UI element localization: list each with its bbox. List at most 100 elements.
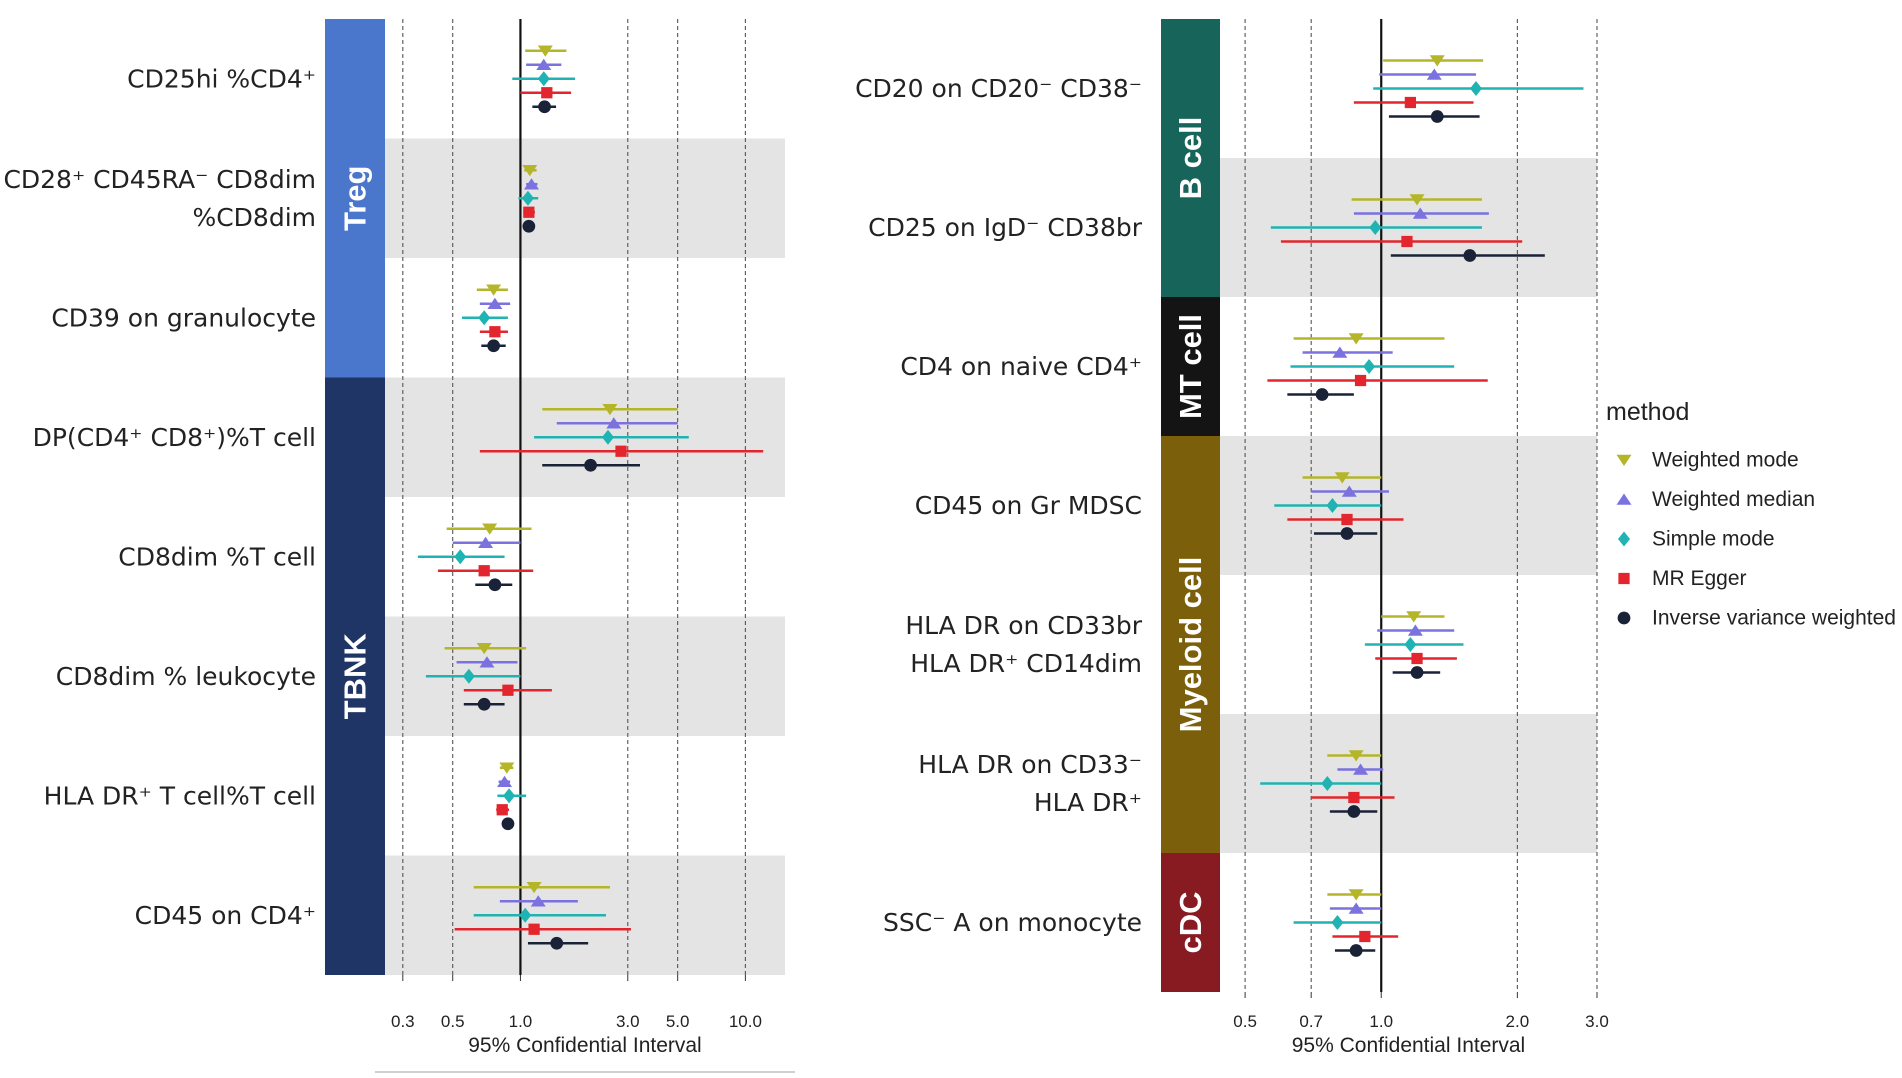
estimate-point — [1407, 624, 1423, 636]
estimate-point — [1409, 194, 1425, 206]
estimate-point — [489, 326, 501, 338]
row-label: HLA DR⁺ — [1034, 788, 1142, 817]
row-label: CD39 on granulocyte — [51, 303, 316, 332]
estimate-point — [1401, 235, 1413, 248]
legend-label: Weighted median — [1652, 488, 1815, 511]
row-label: CD8dim %T cell — [118, 542, 316, 571]
row-label: CD28⁺ CD45RA⁻ CD8dim — [3, 165, 316, 194]
estimate-point — [499, 762, 515, 774]
estimate-point — [478, 536, 494, 548]
estimate-point — [454, 549, 467, 565]
estimate-point — [519, 907, 532, 923]
estimate-point — [541, 87, 553, 99]
estimate-point — [601, 429, 614, 445]
estimate-point — [1354, 374, 1367, 387]
estimate-point — [497, 775, 513, 787]
row-label: SSC⁻ A on monocyte — [883, 908, 1142, 937]
estimate-point — [1334, 472, 1350, 484]
estimate-point — [522, 219, 536, 233]
group-strip — [1161, 436, 1220, 853]
group-label: cDC — [1173, 891, 1208, 953]
estimate-point — [1349, 944, 1363, 957]
estimate-point — [501, 817, 515, 831]
estimate-point — [1331, 915, 1344, 930]
estimate-point — [615, 445, 627, 457]
row-label: CD45 on Gr MDSC — [915, 491, 1142, 520]
x-tick-label: 3.0 — [1585, 1012, 1609, 1031]
estimate-point — [1348, 750, 1364, 762]
estimate-point — [479, 656, 495, 668]
estimate-point — [530, 895, 546, 907]
estimate-point — [1404, 96, 1417, 109]
legend-marker — [1617, 611, 1631, 625]
estimate-point — [528, 923, 540, 935]
estimate-point — [1369, 220, 1382, 235]
x-tick-label: 0.5 — [1233, 1012, 1257, 1031]
row-label: HLA DR on CD33br — [905, 611, 1142, 640]
legend: method Weighted mode Weighted median Simple… — [1606, 398, 1896, 630]
row-label: DP(CD4⁺ CD8⁺)%T cell — [33, 423, 316, 452]
estimate-point — [1321, 776, 1334, 791]
estimate-point — [1348, 333, 1364, 345]
estimate-point — [476, 643, 492, 655]
estimate-point — [477, 697, 491, 711]
group-label: Treg — [338, 166, 373, 231]
row-label: HLA DR on CD33⁻ — [918, 750, 1142, 779]
legend-marker — [1618, 572, 1630, 585]
group-label: B cell — [1173, 117, 1208, 200]
estimate-point — [526, 882, 542, 894]
estimate-point — [486, 284, 502, 296]
group-strip — [1161, 853, 1220, 992]
estimate-point — [1404, 637, 1417, 652]
estimate-point — [1412, 207, 1428, 219]
estimate-point — [1429, 55, 1445, 67]
estimate-point — [462, 668, 475, 684]
legend-marker — [1618, 531, 1630, 547]
estimate-point — [1426, 68, 1442, 80]
estimate-point — [606, 417, 622, 429]
x-tick-label: 0.5 — [441, 1012, 465, 1031]
x-axis-title: 95% Confidential Interval — [1292, 1034, 1525, 1057]
estimate-point — [602, 404, 618, 416]
row-label: %CD8dim — [192, 203, 316, 232]
group-label: MT cell — [1173, 314, 1208, 419]
estimate-point — [1359, 930, 1371, 943]
estimate-point — [1348, 889, 1364, 901]
estimate-point — [1340, 527, 1354, 540]
x-tick-label: 2.0 — [1506, 1012, 1530, 1031]
group-strip — [1161, 19, 1220, 297]
estimate-point — [521, 190, 534, 206]
group-label: Myeloid cell — [1173, 557, 1208, 733]
estimate-point — [536, 58, 552, 70]
estimate-point — [478, 565, 490, 577]
estimate-point — [1410, 666, 1424, 679]
estimate-point — [1341, 513, 1353, 526]
estimate-point — [537, 71, 550, 87]
estimate-point — [584, 458, 597, 472]
estimate-point — [537, 45, 553, 57]
legend-label: MR Egger — [1652, 567, 1747, 590]
estimate-point — [1326, 498, 1339, 513]
x-tick-label: 1.0 — [509, 1012, 533, 1031]
estimate-point — [1348, 902, 1364, 914]
x-tick-label: 0.7 — [1299, 1012, 1323, 1031]
estimate-point — [1463, 249, 1477, 262]
x-tick-label: 10.0 — [729, 1012, 762, 1031]
estimate-point — [538, 100, 551, 114]
estimate-point — [502, 684, 514, 696]
estimate-point — [1406, 611, 1422, 623]
estimate-point — [488, 578, 502, 592]
row-label: CD25hi %CD4⁺ — [127, 64, 316, 93]
group-label: TBNK — [338, 633, 373, 720]
x-tick-label: 1.0 — [1369, 1012, 1393, 1031]
estimate-point — [524, 178, 540, 190]
estimate-point — [1411, 652, 1423, 665]
legend-label: Simple mode — [1652, 528, 1775, 551]
estimate-point — [1430, 110, 1444, 123]
estimate-point — [482, 523, 498, 535]
group-strip — [1161, 297, 1220, 436]
estimate-point — [1315, 388, 1329, 401]
x-axis-title: 95% Confidential Interval — [468, 1034, 701, 1057]
panel-left: 0.3 0.5 1.0 3.0 5.0 10.0 95% Confidential Inte… — [3, 19, 785, 1057]
